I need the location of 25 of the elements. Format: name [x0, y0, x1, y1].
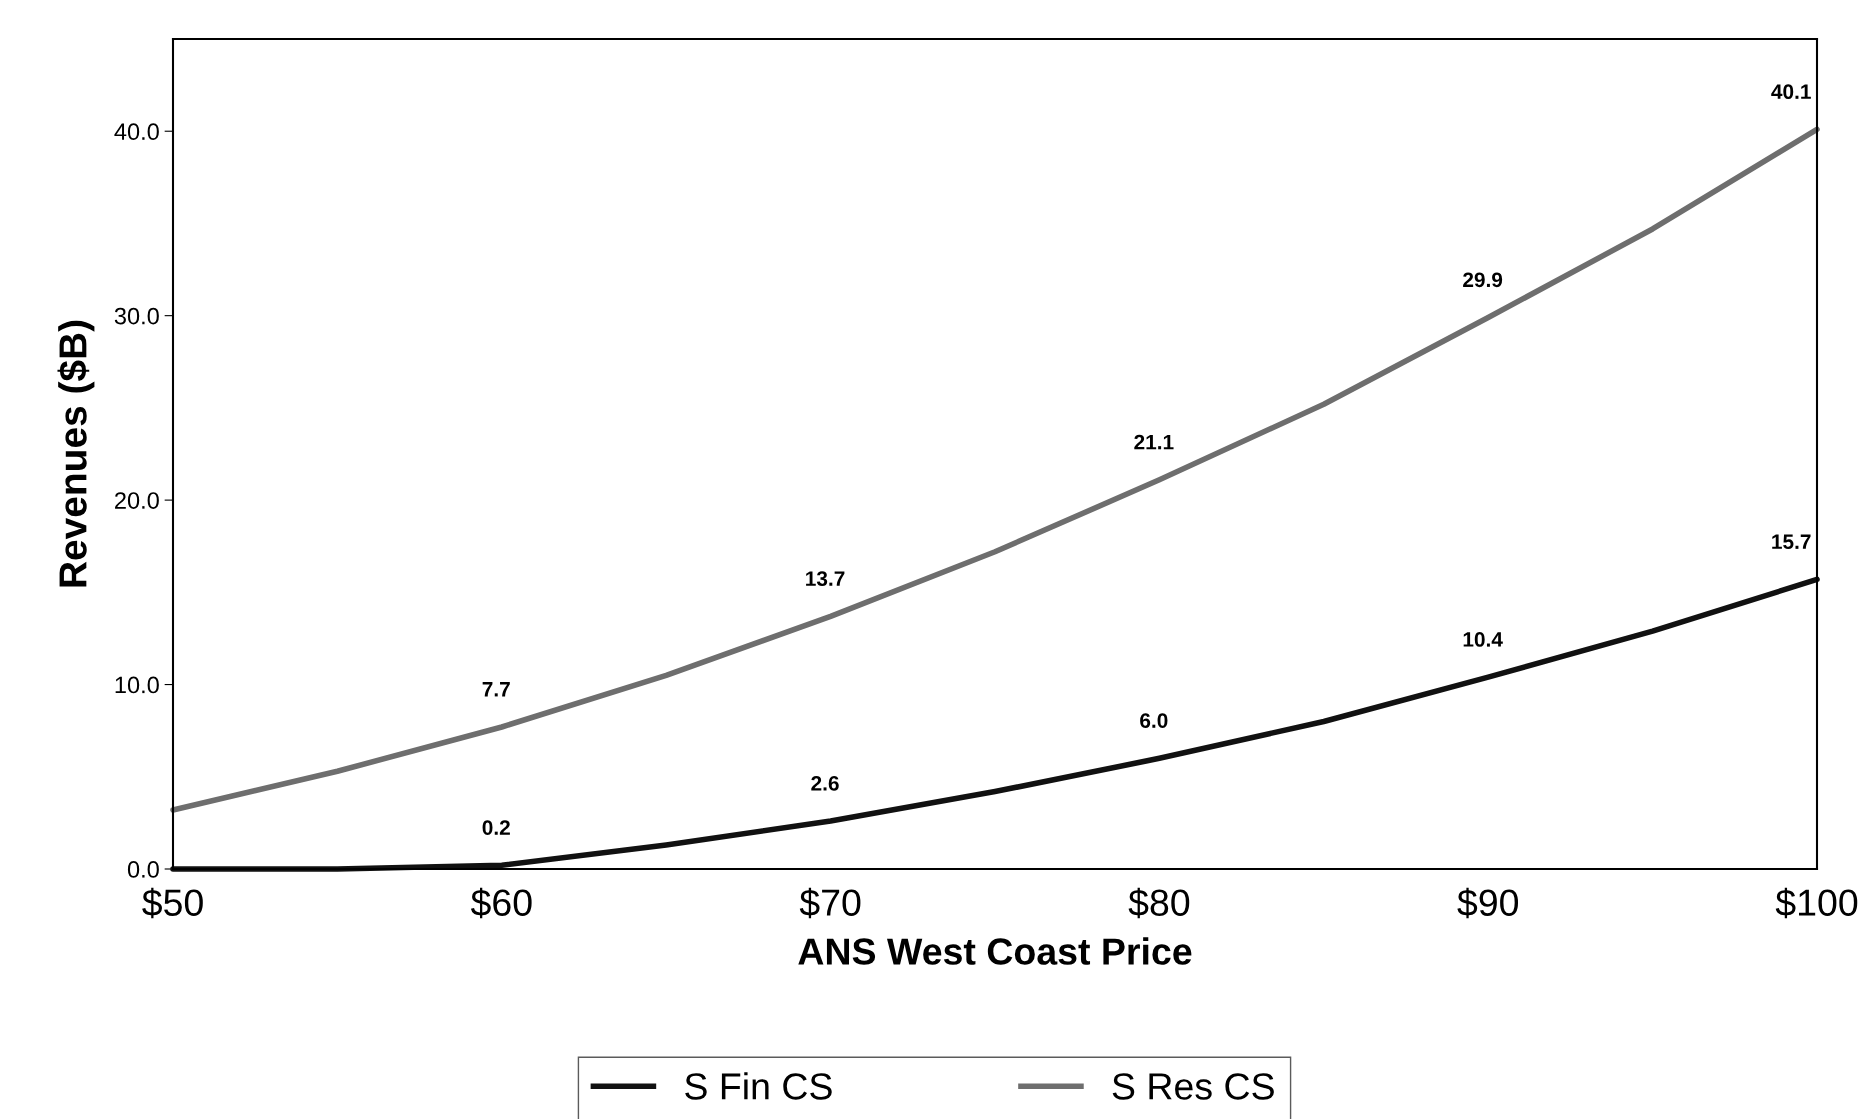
legend-label: S Fin CS: [685, 1072, 832, 1100]
y-tick-label: 40.0: [114, 123, 159, 141]
x-axis-title: ANS West Coast Price: [798, 937, 1192, 965]
y-tick-label: 0.0: [127, 861, 159, 878]
data-label: 15.7: [1772, 534, 1811, 550]
data-label: 21.1: [1134, 434, 1174, 450]
x-tick-label: $100: [1775, 887, 1858, 919]
data-label: 29.9: [1463, 272, 1503, 288]
data-label: 10.4: [1463, 632, 1503, 647]
data-label: 7.7: [482, 682, 510, 697]
x-tick-label: $80: [1128, 887, 1190, 919]
x-tick-label: $90: [1457, 887, 1519, 919]
y-tick-label: 10.0: [115, 676, 159, 694]
y-tick-label: 20.0: [115, 492, 159, 509]
data-label: 0.2: [482, 820, 510, 835]
data-label: 40.1: [1771, 84, 1811, 100]
legend-label: S Res CS: [1112, 1073, 1274, 1100]
x-tick-label: $70: [799, 887, 861, 919]
data-label: 13.7: [806, 571, 845, 586]
y-axis-title: Revenues ($B): [57, 320, 95, 587]
data-label: 2.6: [811, 775, 839, 791]
x-tick-label: $60: [470, 887, 532, 919]
data-label: 6.0: [1140, 713, 1168, 728]
x-tick-label: $50: [142, 887, 203, 919]
y-tick-label: 30.0: [114, 307, 159, 325]
